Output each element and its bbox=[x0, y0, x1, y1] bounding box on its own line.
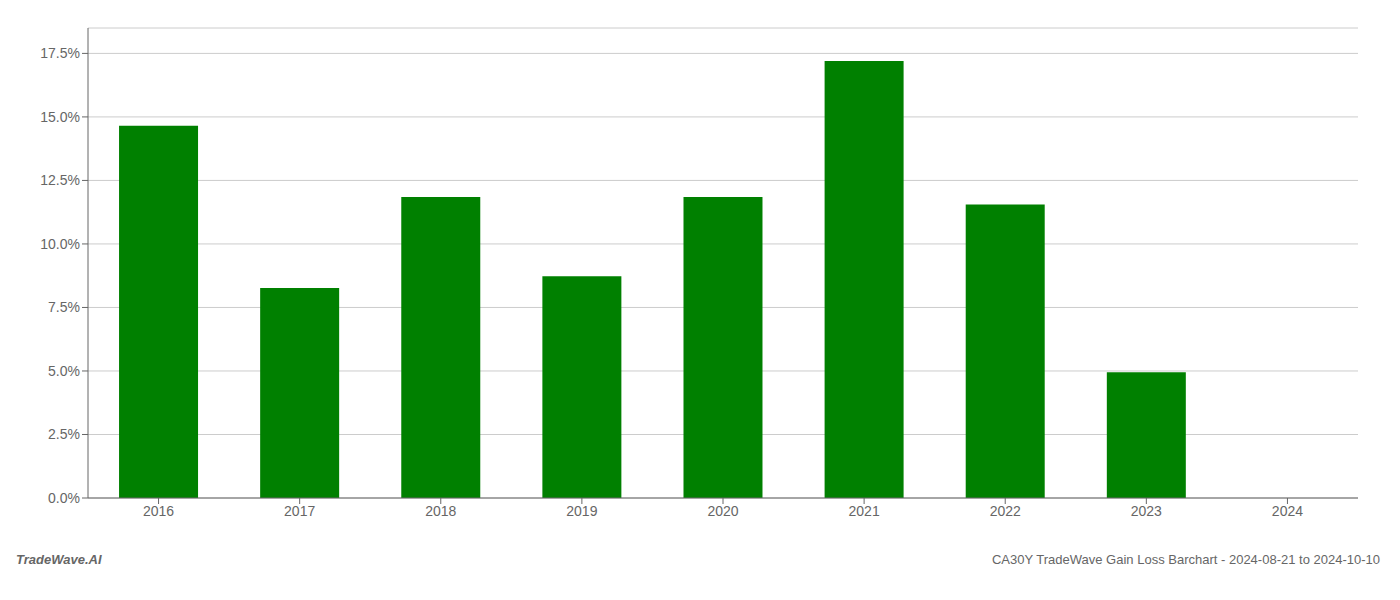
svg-text:5.0%: 5.0% bbox=[48, 363, 80, 379]
svg-text:12.5%: 12.5% bbox=[40, 172, 80, 188]
svg-text:17.5%: 17.5% bbox=[40, 45, 80, 61]
svg-text:2019: 2019 bbox=[566, 503, 597, 519]
svg-text:2018: 2018 bbox=[425, 503, 456, 519]
svg-text:2024: 2024 bbox=[1272, 503, 1303, 519]
svg-text:0.0%: 0.0% bbox=[48, 490, 80, 506]
svg-text:2023: 2023 bbox=[1131, 503, 1162, 519]
html-text:TradeWave.AI: TradeWave.AI bbox=[16, 552, 102, 567]
svg-text:2016: 2016 bbox=[143, 503, 174, 519]
svg-text:2022: 2022 bbox=[990, 503, 1021, 519]
svg-text:2.5%: 2.5% bbox=[48, 426, 80, 442]
svg-text:7.5%: 7.5% bbox=[48, 299, 80, 315]
svg-text:2017: 2017 bbox=[284, 503, 315, 519]
svg-text:10.0%: 10.0% bbox=[40, 236, 80, 252]
svg-text:15.0%: 15.0% bbox=[40, 109, 80, 125]
html-text:CA30Y TradeWave Gain Loss Barc: CA30Y TradeWave Gain Loss Barchart - 202… bbox=[991, 552, 1380, 567]
svg-text:2020: 2020 bbox=[707, 503, 738, 519]
svg-text:2021: 2021 bbox=[849, 503, 880, 519]
